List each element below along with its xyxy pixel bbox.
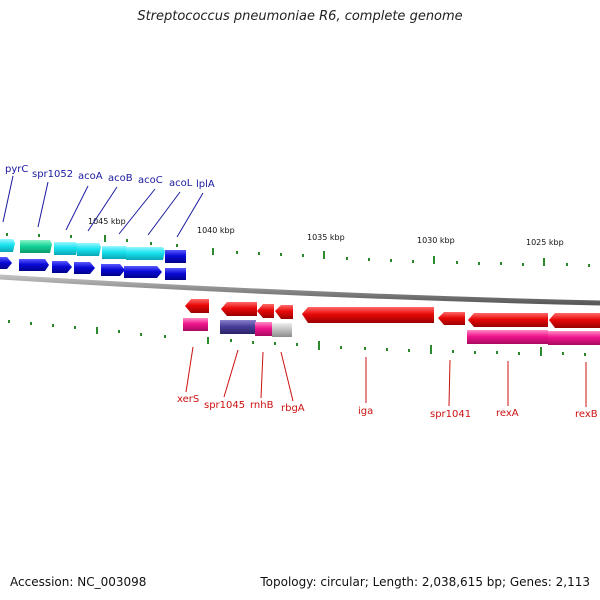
accession-label: Accession: NC_003098 <box>10 575 147 589</box>
cog-gene-acoL[interactable] <box>126 247 165 260</box>
genome-backbone <box>0 274 600 306</box>
gene-label-pyrC[interactable]: pyrC <box>5 164 28 175</box>
inner-tick-row <box>8 320 586 356</box>
top-label-leaders <box>2 175 204 238</box>
kbp-label-1040: 1040 kbp <box>197 226 235 235</box>
cog-gene-acoC[interactable] <box>102 246 128 259</box>
map-title: Streptococcus pneumoniae R6, complete ge… <box>137 9 463 24</box>
gene-acoB[interactable] <box>74 262 95 274</box>
gene-spr1052[interactable] <box>19 259 49 271</box>
bottom-label-leaders <box>185 346 587 407</box>
gene-acoL[interactable] <box>124 266 162 278</box>
cog-gene-acoB[interactable] <box>77 243 101 256</box>
kbp-label-1025: 1025 kbp <box>526 238 564 247</box>
gene-label-acoL[interactable]: acoL <box>169 178 193 189</box>
gene-label-acoC[interactable]: acoC <box>138 175 163 186</box>
kbp-label-1035: 1035 kbp <box>307 233 345 242</box>
cog-gene-rnhB[interactable] <box>255 322 272 336</box>
cog-gene-rexB[interactable] <box>548 331 600 345</box>
cog-gene-lplA[interactable] <box>165 250 186 263</box>
gene-lplA[interactable] <box>165 268 186 280</box>
gene-label-xerS[interactable]: xerS <box>177 394 199 405</box>
gene-xerS[interactable] <box>185 299 209 313</box>
gene-rexA[interactable] <box>468 313 548 327</box>
cog-gene-pyrC[interactable] <box>0 239 15 252</box>
gene-label-acoA[interactable]: acoA <box>78 171 103 182</box>
kbp-label-1030: 1030 kbp <box>417 236 455 245</box>
forward-cog-track <box>0 239 186 263</box>
gene-label-rnhB[interactable]: rnhB <box>250 400 274 411</box>
gene-label-acoB[interactable]: acoB <box>108 173 133 184</box>
gene-spr1041[interactable] <box>438 312 465 325</box>
cog-gene-xerS[interactable] <box>183 318 208 331</box>
gene-acoC[interactable] <box>101 264 125 276</box>
gene-label-rexA[interactable]: rexA <box>496 408 519 419</box>
cog-gene-rexA[interactable] <box>467 330 548 344</box>
cog-gene-rbgA[interactable] <box>272 323 292 337</box>
gene-label-iga[interactable]: iga <box>358 406 373 417</box>
gene-iga[interactable] <box>302 307 434 323</box>
gene-label-rbgA[interactable]: rbgA <box>281 403 305 414</box>
gene-rbgA[interactable] <box>275 305 293 319</box>
genome-summary: Topology: circular; Length: 2,038,615 bp… <box>260 575 590 589</box>
kbp-label-1045: 1045 kbp <box>88 217 126 226</box>
reverse-gene-track <box>185 299 600 328</box>
cog-gene-acoA[interactable] <box>54 242 78 255</box>
cog-gene-spr1045[interactable] <box>220 320 256 334</box>
gene-rexB[interactable] <box>549 313 600 328</box>
gene-rnhB[interactable] <box>257 304 274 318</box>
gene-spr1045[interactable] <box>221 302 257 316</box>
forward-gene-track <box>0 257 186 280</box>
gene-label-spr1052[interactable]: spr1052 <box>32 169 73 180</box>
gene-label-spr1041[interactable]: spr1041 <box>430 409 471 420</box>
gene-label-lplA[interactable]: lplA <box>196 179 215 190</box>
outer-tick-row <box>6 233 590 267</box>
gene-label-rexB[interactable]: rexB <box>575 409 598 420</box>
reverse-cog-track <box>183 318 600 345</box>
cog-gene-spr1052[interactable] <box>20 240 52 253</box>
gene-pyrC[interactable] <box>0 257 12 269</box>
gene-label-spr1045[interactable]: spr1045 <box>204 400 245 411</box>
gene-acoA[interactable] <box>52 261 72 273</box>
